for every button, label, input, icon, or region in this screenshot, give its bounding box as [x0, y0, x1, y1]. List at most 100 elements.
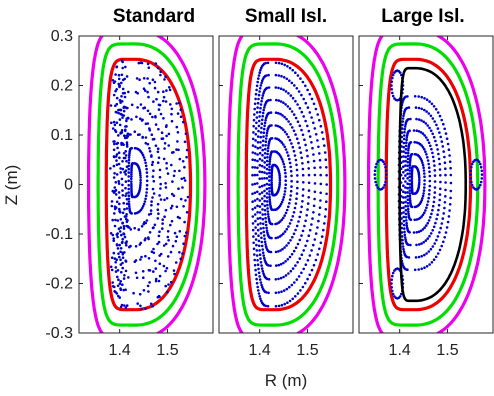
- poincare-point: [449, 166, 452, 170]
- poincare-point: [263, 199, 267, 203]
- poincare-point: [405, 136, 409, 139]
- poincare-point: [433, 174, 437, 177]
- poincare-point: [282, 101, 285, 104]
- poincare-point: [313, 238, 317, 241]
- poincare-point: [154, 279, 158, 283]
- poincare-point: [260, 197, 264, 200]
- poincare-point: [293, 84, 296, 87]
- poincare-point: [265, 167, 269, 171]
- poincare-point: [444, 132, 448, 135]
- poincare-point: [157, 156, 161, 159]
- poincare-point: [159, 187, 162, 190]
- poincare-point: [402, 196, 405, 199]
- panel-ticks: 1.4 1.5 0.3 0.2 0.1 0 -0.1 -0.2 -0.3: [45, 28, 178, 359]
- poincare-point: [122, 109, 126, 113]
- poincare-point: [423, 175, 426, 178]
- poincare-point: [119, 280, 122, 283]
- poincare-point: [177, 187, 180, 190]
- poincare-point: [403, 134, 406, 137]
- poincare-point: [312, 102, 316, 106]
- poincare-point: [112, 237, 115, 240]
- poincare-point: [257, 74, 261, 77]
- poincare-point: [113, 257, 117, 260]
- poincare-point: [283, 115, 286, 119]
- poincare-point: [308, 92, 312, 96]
- poincare-point: [393, 269, 396, 272]
- poincare-point: [433, 169, 437, 172]
- poincare-point: [304, 143, 307, 147]
- poincare-point: [426, 138, 430, 142]
- poincare-point: [294, 158, 298, 162]
- poincare-point: [251, 137, 255, 141]
- poincare-point: [257, 93, 261, 97]
- poincare-point: [254, 219, 257, 223]
- poincare-point: [162, 117, 165, 120]
- poincare-point: [376, 160, 380, 163]
- poincare-point: [160, 137, 164, 140]
- poincare-point: [405, 134, 409, 137]
- poincare-point: [117, 162, 121, 166]
- poincare-point: [121, 60, 124, 64]
- poincare-point: [144, 237, 147, 240]
- poincare-point: [259, 257, 262, 260]
- poincare-point: [113, 172, 116, 175]
- poincare-point: [263, 171, 266, 174]
- poincare-point: [428, 263, 431, 266]
- poincare-point: [139, 178, 142, 182]
- y-tick-label: 0.1: [51, 127, 73, 144]
- poincare-point: [282, 232, 285, 235]
- poincare-point: [274, 137, 277, 140]
- poincare-point: [288, 107, 292, 110]
- poincare-point: [144, 197, 147, 201]
- poincare-point: [144, 141, 148, 145]
- poincare-point: [154, 115, 157, 118]
- poincare-point: [282, 275, 285, 279]
- poincare-point: [120, 233, 123, 237]
- poincare-point: [410, 177, 414, 181]
- poincare-point: [119, 305, 123, 309]
- poincare-point: [284, 90, 288, 93]
- poincare-point: [288, 79, 291, 82]
- poincare-point: [439, 187, 442, 191]
- poincare-point: [127, 167, 130, 171]
- poincare-point: [260, 118, 264, 122]
- poincare-point: [173, 272, 176, 276]
- poincare-point: [115, 200, 119, 204]
- poincare-point: [255, 173, 259, 177]
- poincare-point: [281, 114, 284, 117]
- poincare-point: [251, 151, 255, 154]
- poincare-point: [319, 241, 323, 245]
- poincare-point: [254, 133, 258, 136]
- poincare-point: [278, 183, 282, 186]
- poincare-point: [433, 196, 436, 199]
- poincare-point: [404, 191, 407, 194]
- poincare-point: [404, 123, 407, 126]
- poincare-point: [256, 197, 259, 201]
- poincare-point: [134, 90, 138, 94]
- poincare-point: [122, 201, 125, 205]
- poincare-point: [253, 263, 257, 267]
- poincare-point: [421, 161, 424, 165]
- poincare-point: [121, 78, 125, 82]
- poincare-point: [165, 134, 168, 138]
- poincare-point: [318, 247, 321, 251]
- poincare-point: [298, 238, 302, 242]
- poincare-point: [302, 115, 306, 118]
- poincare-point: [114, 218, 117, 222]
- poincare-point: [299, 289, 302, 292]
- poincare-point: [407, 256, 411, 259]
- poincare-point: [118, 118, 122, 121]
- poincare-point: [144, 307, 147, 310]
- poincare-point: [117, 111, 120, 115]
- poincare-point: [118, 196, 121, 199]
- poincare-point: [139, 304, 142, 308]
- poincare-point: [408, 231, 411, 234]
- poincare-point: [436, 235, 440, 238]
- poincare-point: [257, 289, 260, 292]
- poincare-point: [311, 217, 314, 220]
- poincare-point: [428, 179, 432, 183]
- poincare-point: [305, 214, 309, 217]
- y-tick-label: -0.1: [45, 226, 73, 243]
- poincare-point: [149, 209, 153, 212]
- poincare-point: [267, 291, 270, 295]
